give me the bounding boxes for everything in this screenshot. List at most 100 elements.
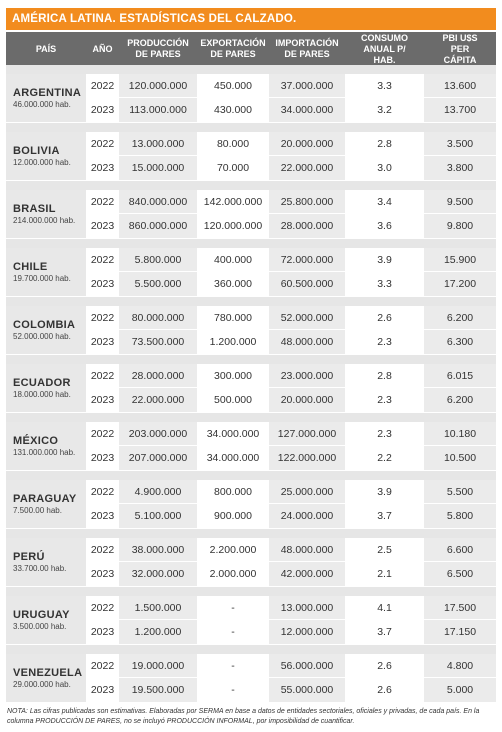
table-row: 2023 5.500.000 360.000 60.500.000 3.3 17.200 <box>86 272 496 296</box>
country-group: ECUADOR 18.000.000 hab. 2022 28.000.000 300.… <box>6 364 496 412</box>
import-cell: 60.500.000 <box>269 272 345 296</box>
consumption-cell: 2.5 <box>377 544 392 556</box>
row-separator <box>6 297 496 306</box>
gdp-cell: 9.500 <box>424 190 496 213</box>
gdp-cell: 5.000 <box>424 678 496 702</box>
production-cell: 120.000.000 <box>119 74 197 97</box>
production-cell: 13.000.000 <box>119 132 197 155</box>
export-cell: 80.000 <box>216 138 250 150</box>
consumption-cell: 3.3 <box>377 278 392 290</box>
table-row: 2023 73.500.000 1.200.000 48.000.000 2.3 6.30… <box>86 330 496 354</box>
country-population: 29.000.000 hab. <box>13 680 71 689</box>
production-cell: 203.000.000 <box>119 422 197 445</box>
year-cell: 2023 <box>90 568 115 580</box>
country-cell: CHILE 19.700.000 hab. <box>6 248 86 296</box>
production-cell: 32.000.000 <box>119 562 197 586</box>
export-cell: 300.000 <box>214 370 252 382</box>
import-cell: 23.000.000 <box>269 364 345 387</box>
row-separator <box>6 65 496 74</box>
import-cell: 56.000.000 <box>269 654 345 677</box>
consumption-cell: 3.3 <box>377 80 392 92</box>
year-cell: 2022 <box>90 196 115 208</box>
import-cell: 48.000.000 <box>269 538 345 561</box>
country-cell: URUGUAY 3.500.000 hab. <box>6 596 86 644</box>
production-cell: 840.000.000 <box>119 190 197 213</box>
production-cell: 73.500.000 <box>119 330 197 354</box>
consumption-cell: 2.6 <box>377 312 392 324</box>
year-cell: 2023 <box>90 336 115 348</box>
header-export: EXPORTACIÓN DE PARES <box>200 38 266 59</box>
footnote: NOTA: Las cifras publicadas son estimati… <box>7 708 480 725</box>
table-row: 2023 5.100.000 900.000 24.000.000 3.7 5.800 <box>86 504 496 528</box>
year-cell: 2022 <box>90 312 115 324</box>
import-cell: 34.000.000 <box>269 98 345 122</box>
consumption-cell: 2.8 <box>377 370 392 382</box>
gdp-cell: 13.600 <box>424 74 496 97</box>
gdp-cell: 6.300 <box>424 330 496 354</box>
country-cell: BOLIVIA 12.000.000 hab. <box>6 132 86 180</box>
country-name: PARAGUAY <box>13 493 77 505</box>
country-cell: ECUADOR 18.000.000 hab. <box>6 364 86 412</box>
gdp-cell: 17.500 <box>424 596 496 619</box>
import-cell: 42.000.000 <box>269 562 345 586</box>
header-import: IMPORTACIÓN DE PARES <box>275 38 339 59</box>
country-name: BOLIVIA <box>13 145 60 157</box>
consumption-cell: 3.0 <box>377 162 392 174</box>
import-cell: 55.000.000 <box>269 678 345 702</box>
gdp-cell: 13.700 <box>424 98 496 122</box>
consumption-cell: 3.7 <box>377 510 392 522</box>
table-row: 2022 38.000.000 2.200.000 48.000.000 2.5 6.60… <box>86 538 496 562</box>
row-separator <box>6 529 496 538</box>
consumption-cell: 2.2 <box>377 452 392 464</box>
import-cell: 22.000.000 <box>269 156 345 180</box>
country-group: VENEZUELA 29.000.000 hab. 2022 19.000.000 - 5… <box>6 654 496 702</box>
production-cell: 5.100.000 <box>119 504 197 528</box>
country-population: 33.700.00 hab. <box>13 564 67 573</box>
consumption-cell: 3.4 <box>377 196 392 208</box>
row-separator <box>6 413 496 422</box>
country-name: CHILE <box>13 261 48 273</box>
country-group: BRASIL 214.000.000 hab. 2022 840.000.000 142… <box>6 190 496 238</box>
country-name: COLOMBIA <box>13 319 76 331</box>
year-cell: 2022 <box>90 370 115 382</box>
year-cell: 2022 <box>90 486 115 498</box>
export-cell: 900.000 <box>214 510 252 522</box>
gdp-cell: 9.800 <box>424 214 496 238</box>
table-row: 2023 1.200.000 - 12.000.000 3.7 17.150 <box>86 620 496 644</box>
year-cell: 2022 <box>90 138 115 150</box>
country-name: BRASIL <box>13 203 56 215</box>
year-cell: 2022 <box>90 80 115 92</box>
table-row: 2022 203.000.000 34.000.000 127.000.000 2.3 1… <box>86 422 496 446</box>
table-row: 2023 32.000.000 2.000.000 42.000.000 2.1 6.50… <box>86 562 496 586</box>
export-cell: - <box>231 602 235 614</box>
import-cell: 122.000.000 <box>269 446 345 470</box>
row-separator <box>6 123 496 132</box>
consumption-cell: 2.1 <box>377 568 392 580</box>
gdp-cell: 3.500 <box>424 132 496 155</box>
year-cell: 2022 <box>90 254 115 266</box>
production-cell: 38.000.000 <box>119 538 197 561</box>
table-row: 2022 120.000.000 450.000 37.000.000 3.3 13.60… <box>86 74 496 98</box>
country-group: URUGUAY 3.500.000 hab. 2022 1.500.000 - 13.00… <box>6 596 496 644</box>
gdp-cell: 5.800 <box>424 504 496 528</box>
year-cell: 2022 <box>90 602 115 614</box>
table-row: 2023 19.500.000 - 55.000.000 2.6 5.000 <box>86 678 496 702</box>
export-cell: 500.000 <box>214 394 252 406</box>
table-row: 2023 207.000.000 34.000.000 122.000.000 2.2 1… <box>86 446 496 470</box>
gdp-cell: 17.150 <box>424 620 496 644</box>
production-cell: 1.500.000 <box>119 596 197 619</box>
production-cell: 1.200.000 <box>119 620 197 644</box>
production-cell: 207.000.000 <box>119 446 197 470</box>
table-row: 2023 113.000.000 430.000 34.000.000 3.2 13.70… <box>86 98 496 122</box>
production-cell: 28.000.000 <box>119 364 197 387</box>
import-cell: 12.000.000 <box>269 620 345 644</box>
country-name: PERÚ <box>13 551 45 563</box>
gdp-cell: 4.800 <box>424 654 496 677</box>
export-cell: - <box>231 684 235 696</box>
export-cell: - <box>231 626 235 638</box>
export-cell: 360.000 <box>214 278 252 290</box>
export-cell: 1.200.000 <box>209 336 257 348</box>
country-population: 46.000.000 hab. <box>13 100 71 109</box>
consumption-cell: 2.3 <box>377 394 392 406</box>
